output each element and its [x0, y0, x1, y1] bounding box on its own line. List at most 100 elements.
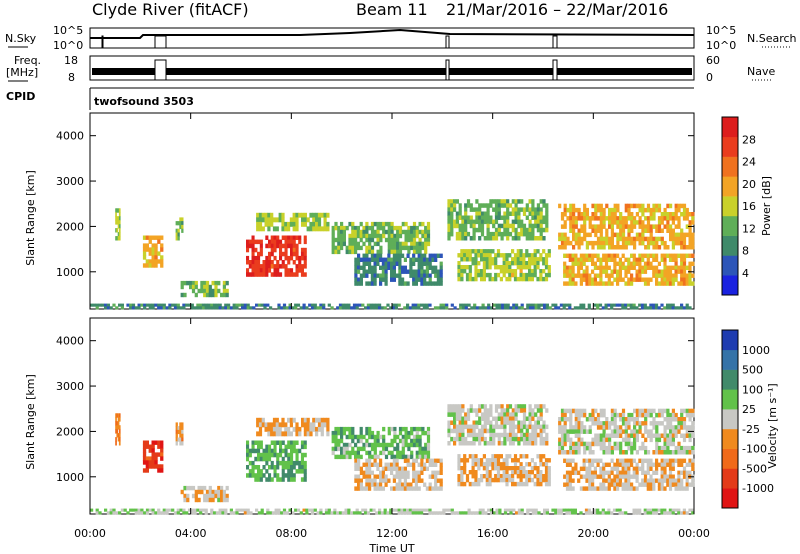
heatmap-cell: [414, 482, 418, 487]
heatmap-cell: [264, 221, 268, 227]
heatmap-cell: [599, 203, 603, 209]
heatmap-cell: [630, 265, 634, 270]
heatmap-cell: [621, 265, 625, 270]
heatmap-cell: [646, 245, 651, 250]
heatmap-cell: [246, 508, 250, 512]
heatmap-cell: [682, 261, 687, 266]
heatmap-cell: [379, 245, 383, 251]
heatmap-cell: [583, 228, 587, 233]
heatmap-cell: [395, 486, 399, 491]
colorbar-swatch: [722, 176, 738, 197]
heatmap-cell: [368, 458, 372, 463]
heatmap-cell: [691, 412, 695, 418]
heatmap-cell: [409, 265, 413, 270]
heatmap-cell: [568, 470, 572, 475]
heatmap-cell: [643, 269, 648, 274]
heatmap-cell: [423, 261, 427, 266]
heatmap-cell: [347, 306, 351, 310]
heatmap-cell: [270, 235, 274, 240]
heatmap-cell: [643, 277, 648, 282]
heatmap-cell: [463, 249, 467, 254]
heatmap-cell: [660, 228, 664, 233]
heatmap-cell: [531, 306, 535, 310]
heatmap-cell: [542, 269, 546, 274]
heatmap-cell: [356, 446, 360, 452]
heatmap-cell: [417, 303, 421, 307]
heatmap-cell: [596, 458, 600, 463]
heatmap-cell: [191, 284, 196, 290]
heatmap-cell: [145, 508, 150, 512]
heatmap-cell: [289, 422, 293, 428]
heatmap-cell: [511, 441, 515, 446]
heatmap-cell: [674, 425, 678, 430]
heatmap-cell: [616, 445, 620, 451]
heatmap-cell: [401, 450, 405, 456]
heatmap-cell: [618, 261, 622, 266]
heatmap-cell: [526, 303, 530, 307]
heatmap-cell: [281, 251, 285, 257]
heatmap-cell: [502, 261, 506, 266]
heatmap-cell: [646, 216, 651, 221]
heatmap-cell: [323, 221, 327, 227]
heatmap-cell: [171, 508, 175, 512]
heatmap-cell: [641, 203, 645, 209]
heatmap-cell: [112, 511, 116, 515]
heatmap-cell: [298, 239, 302, 245]
heatmap-cell: [205, 497, 210, 503]
heatmap-cell: [688, 277, 692, 282]
heatmap-cell: [295, 460, 299, 466]
heatmap-cell: [522, 412, 527, 417]
heatmap-cell: [610, 421, 614, 426]
heatmap-cell: [191, 493, 196, 499]
heatmap-cell: [478, 219, 482, 225]
heatmap-cell: [354, 233, 358, 239]
heatmap-cell: [458, 236, 462, 241]
heatmap-cell: [627, 462, 631, 467]
heatmap-cell: [160, 468, 164, 473]
heatmap-cell: [298, 260, 302, 265]
heatmap-cell: [594, 232, 598, 238]
heatmap-cell: [354, 462, 358, 467]
heatmap-cell: [246, 306, 250, 310]
heatmap-cell: [585, 445, 589, 451]
heatmap-cell: [674, 236, 678, 242]
heatmap-cell: [559, 511, 563, 515]
heatmap-cell: [322, 303, 326, 307]
heatmap-cell: [619, 425, 623, 430]
heatmap-cell: [265, 264, 269, 269]
heatmap-cell: [505, 458, 509, 463]
heatmap-cell: [514, 436, 518, 442]
heatmap-cell: [400, 508, 404, 512]
heatmap-cell: [531, 203, 535, 208]
heatmap-cell: [215, 511, 219, 515]
heatmap-cell: [607, 478, 611, 483]
heatmap-cell: [414, 273, 418, 278]
heatmap-cell: [104, 508, 108, 512]
heatmap-cell: [646, 508, 650, 512]
heatmap-cell: [560, 212, 565, 217]
heatmap-cell: [179, 217, 182, 222]
heatmap-cell: [194, 284, 198, 290]
heatmap-cell: [415, 249, 419, 255]
heatmap-cell: [447, 203, 451, 208]
heatmap-cell: [257, 469, 261, 474]
heatmap-cell: [376, 454, 380, 460]
heatmap-cell: [354, 269, 358, 274]
heatmap-cell: [638, 257, 642, 262]
heatmap-cell: [403, 511, 407, 515]
heatmap-cell: [442, 508, 446, 512]
heatmap-cell: [652, 433, 656, 438]
heatmap-cell: [669, 228, 673, 233]
heatmap-cell: [254, 448, 258, 454]
heatmap-cell: [652, 212, 656, 217]
heatmap-cell: [205, 489, 210, 495]
heatmap-cell: [365, 261, 369, 266]
x-tick-label: 12:00: [376, 527, 408, 540]
heatmap-cell: [668, 462, 673, 467]
heatmap-cell: [301, 217, 305, 223]
heatmap-cell: [401, 426, 405, 432]
heatmap-cell: [545, 306, 549, 310]
heatmap-cell: [542, 477, 546, 483]
colorbar-tick-label: 100: [742, 383, 763, 396]
heatmap-cell: [439, 462, 443, 467]
